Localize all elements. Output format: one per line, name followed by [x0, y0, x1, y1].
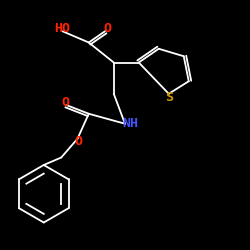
- Text: O: O: [61, 96, 69, 109]
- Text: S: S: [165, 91, 173, 104]
- Text: NH: NH: [122, 117, 138, 130]
- Text: O: O: [104, 22, 112, 35]
- Text: O: O: [75, 135, 83, 148]
- Text: HO: HO: [54, 22, 70, 35]
